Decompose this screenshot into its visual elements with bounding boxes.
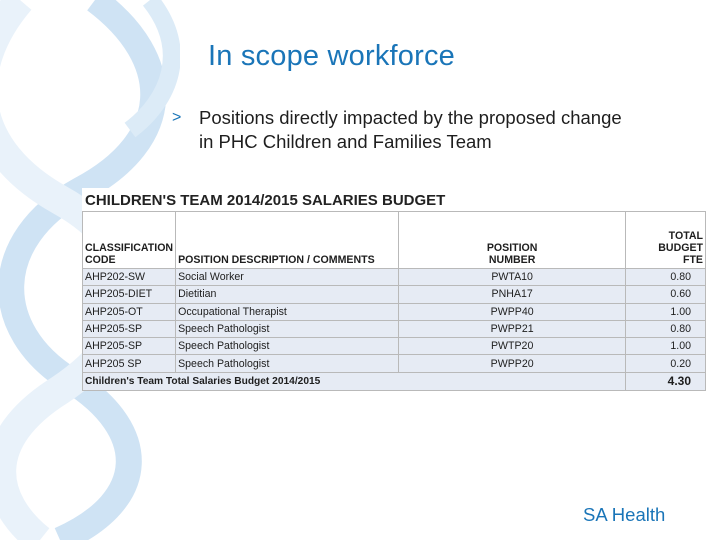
header-code-line-2: CODE	[85, 254, 116, 266]
cell-position-number: PWPP40	[398, 302, 626, 321]
total-value: 4.30	[624, 371, 707, 391]
table-row: AHP202-SW Social Worker PWTA10 0.80	[81, 267, 707, 287]
cell-classification-code: AHP205-SP	[81, 319, 177, 339]
cell-classification-code: AHP205-OT	[81, 302, 177, 321]
bullet-line-2: in PHC Children and Families Team	[199, 131, 492, 152]
cell-classification-code: AHP205-DIET	[81, 285, 177, 304]
table-row: AHP205-OT Occupational Therapist PWPP40 …	[81, 302, 707, 321]
header-code-line-1: CLASSIFICATION	[85, 242, 174, 254]
header-total-budget-fte: TOTAL BUDGET FTE	[624, 211, 707, 269]
cell-budget-fte: 0.80	[624, 319, 707, 339]
brand-footer: SA Health	[583, 504, 666, 525]
header-fte-line-1: TOTAL	[668, 230, 703, 242]
sheet-title: CHILDREN'S TEAM 2014/2015 SALARIES BUDGE…	[85, 192, 446, 209]
cell-position-description: Speech Pathologist	[175, 354, 400, 373]
header-fte-line-3: FTE	[682, 254, 703, 266]
bullet-line-1: Positions directly impacted by the propo…	[199, 107, 622, 128]
cell-budget-fte: 1.00	[624, 302, 707, 321]
cell-budget-fte: 0.20	[624, 354, 707, 373]
salaries-budget-table: CLASSIFICATION CODE POSITION DESCRIPTION…	[81, 211, 707, 391]
cell-position-description: Social Worker	[175, 267, 400, 287]
cell-position-number: PWTP20	[398, 337, 626, 356]
total-row: Children's Team Total Salaries Budget 20…	[82, 371, 707, 391]
table-row: AHP205-SP Speech Pathologist PWPP21 0.80	[81, 319, 707, 339]
ribbon-band-3	[124, 0, 180, 138]
header-classification-code: CLASSIFICATION CODE	[81, 211, 177, 269]
cell-budget-fte: 1.00	[624, 337, 707, 356]
bullet-point: > Positions directly impacted by the pro…	[172, 106, 692, 154]
header-fte-line-2: BUDGET	[658, 242, 703, 254]
salaries-budget-sheet: CHILDREN'S TEAM 2014/2015 SALARIES BUDGE…	[81, 188, 707, 391]
cell-position-number: PNHA17	[398, 285, 626, 304]
slide-title: In scope workforce	[208, 40, 455, 72]
cell-position-description: Speech Pathologist	[175, 337, 400, 356]
table-row: AHP205-SP Speech Pathologist PWTP20 1.00	[81, 337, 707, 356]
cell-classification-code: AHP202-SW	[81, 267, 177, 287]
header-row: CLASSIFICATION CODE POSITION DESCRIPTION…	[81, 211, 707, 269]
total-label: Children's Team Total Salaries Budget 20…	[82, 371, 626, 391]
table-row: AHP205-DIET Dietitian PNHA17 0.60	[81, 285, 707, 304]
cell-position-number: PWTA10	[398, 267, 626, 287]
bullet-arrow-icon: >	[172, 109, 182, 126]
cell-position-description: Speech Pathologist	[175, 319, 400, 339]
header-position-number: POSITION NUMBER	[398, 211, 626, 269]
cell-position-description: Occupational Therapist	[175, 302, 400, 321]
header-pos-line-2: NUMBER	[488, 254, 536, 266]
cell-classification-code: AHP205-SP	[81, 337, 177, 356]
cell-position-description: Dietitian	[175, 285, 400, 304]
header-position-description: POSITION DESCRIPTION / COMMENTS	[175, 211, 400, 269]
cell-budget-fte: 0.60	[624, 285, 707, 304]
header-pos-line-1: POSITION	[486, 242, 538, 254]
cell-position-number: PWPP21	[398, 319, 626, 339]
cell-position-number: PWPP20	[398, 354, 626, 373]
cell-classification-code: AHP205 SP	[81, 354, 177, 373]
table-row: AHP205 SP Speech Pathologist PWPP20 0.20	[81, 354, 707, 373]
cell-budget-fte: 0.80	[624, 267, 707, 287]
